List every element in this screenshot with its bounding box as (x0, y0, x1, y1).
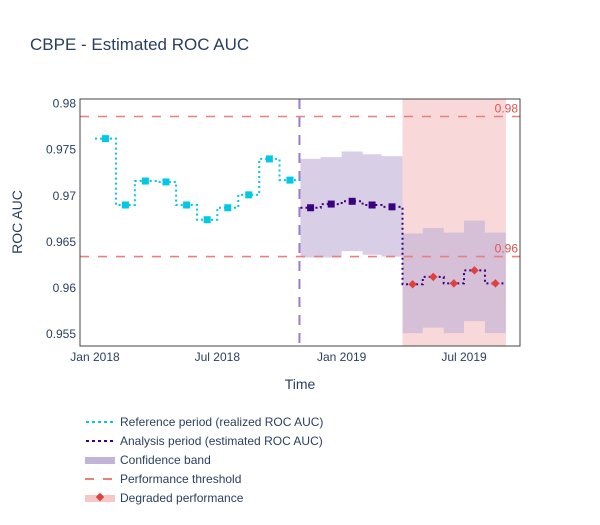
chart-title: CBPE - Estimated ROC AUC (30, 35, 249, 54)
degraded-point (408, 280, 417, 289)
degraded-point (470, 266, 479, 275)
legend-label-reference: Reference period (realized ROC AUC) (120, 415, 323, 429)
y-tick-label: 0.965 (46, 235, 76, 249)
reference-point (203, 216, 211, 224)
x-tick-label: Jan 2019 (317, 350, 367, 364)
upper-threshold-label: 0.98 (495, 102, 519, 116)
y-tick-label: 0.97 (53, 189, 77, 203)
legend-label-analysis: Analysis period (estimated ROC AUC) (120, 434, 323, 448)
y-tick-label: 0.98 (53, 97, 77, 111)
legend-icon-degraded-diamond (95, 492, 105, 502)
degraded-point (429, 272, 438, 282)
lower-threshold-label: 0.96 (495, 242, 519, 256)
reference-point (183, 201, 191, 209)
legend-item-analysis[interactable]: Analysis period (estimated ROC AUC) (86, 434, 323, 448)
y-tick-label: 0.96 (53, 281, 77, 295)
x-axis-title: Time (285, 376, 316, 392)
legend-label-threshold: Performance threshold (120, 472, 241, 486)
x-tick-label: Jul 2018 (195, 350, 241, 364)
legend-item-degraded[interactable]: Degraded performance (85, 491, 244, 505)
legend-item-reference[interactable]: Reference period (realized ROC AUC) (86, 415, 323, 429)
confidence-band (300, 151, 506, 334)
analysis-point (348, 197, 356, 205)
y-axis: 0.955 0.96 0.965 0.97 0.975 0.98 (46, 97, 76, 341)
x-tick-label: Jan 2018 (70, 350, 120, 364)
degraded-point (491, 279, 500, 288)
plot-border (79, 98, 521, 347)
legend-item-confidence-band[interactable]: Confidence band (85, 453, 211, 467)
analysis-point (388, 203, 396, 211)
legend-item-threshold[interactable]: Performance threshold (85, 472, 241, 486)
analysis-point (327, 200, 335, 208)
x-axis: Jan 2018 Jul 2018 Jan 2019 Jul 2019 (70, 350, 487, 364)
plot-area: 0.98 0.96 (79, 98, 521, 347)
reference-point (245, 191, 253, 199)
reference-point (162, 178, 170, 186)
legend-label-confidence-band: Confidence band (120, 453, 211, 467)
analysis-series-line (300, 200, 506, 286)
reference-point (224, 204, 232, 212)
analysis-point (307, 204, 315, 212)
x-tick-label: Jul 2019 (441, 350, 487, 364)
reference-point (265, 155, 273, 163)
legend: Reference period (realized ROC AUC) Anal… (85, 415, 323, 505)
y-tick-label: 0.975 (46, 143, 76, 157)
reference-point (121, 201, 129, 209)
y-axis-title: ROC AUC (9, 190, 25, 254)
degraded-point (449, 279, 459, 288)
analysis-point (368, 201, 376, 209)
legend-icon-confidence-band (85, 457, 115, 464)
reference-series-line (95, 137, 301, 221)
reference-point (101, 135, 109, 143)
plot-content (80, 99, 520, 346)
reference-point (286, 176, 294, 184)
y-tick-label: 0.955 (46, 327, 76, 341)
reference-point (141, 177, 149, 185)
legend-label-degraded: Degraded performance (120, 491, 244, 505)
